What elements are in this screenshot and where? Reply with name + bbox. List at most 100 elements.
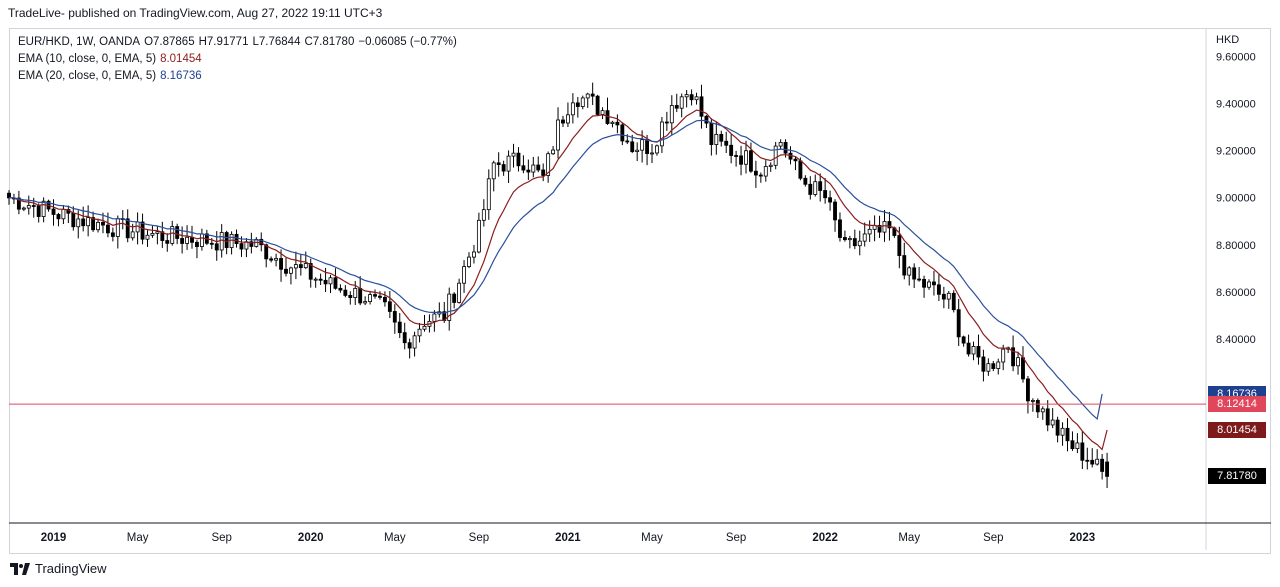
- candle: [936, 274, 941, 302]
- candle: [467, 252, 471, 269]
- candle: [1040, 406, 1045, 420]
- candle: [496, 152, 501, 177]
- candle: [402, 322, 407, 350]
- candle: [847, 235, 852, 249]
- candle: [36, 203, 41, 223]
- candle: [481, 199, 486, 227]
- candle: [719, 130, 724, 147]
- candle: [274, 253, 279, 267]
- candle: [1100, 454, 1105, 480]
- legend-ema20-label: EMA (20, close, 0, EMA, 5): [18, 70, 157, 82]
- candle: [689, 89, 694, 106]
- candle: [289, 266, 293, 285]
- candle: [476, 212, 481, 254]
- candle: [793, 156, 798, 171]
- candle: [387, 290, 392, 319]
- candle: [659, 116, 664, 153]
- ema10-line: [9, 109, 1108, 451]
- candle: [338, 284, 343, 293]
- candle: [763, 160, 768, 182]
- candle: [303, 251, 308, 270]
- candle: [457, 278, 462, 304]
- legend-symbol-row[interactable]: EUR/HKD, 1W, OANDA O7.87865 H7.91771 L7.768…: [18, 34, 461, 51]
- price-tick-label: 9.60000: [1216, 51, 1256, 63]
- indicator-lines: [9, 109, 1206, 451]
- candle: [219, 224, 224, 258]
- candle: [526, 159, 531, 180]
- candle: [734, 150, 739, 167]
- candle: [1045, 400, 1050, 432]
- candle: [531, 156, 536, 178]
- candle: [348, 291, 353, 305]
- candle: [1070, 431, 1075, 451]
- candle: [313, 277, 318, 288]
- candle: [1035, 398, 1040, 418]
- legend-ema10-label: EMA (10, close, 0, EMA, 5): [18, 53, 157, 65]
- candle: [996, 358, 1001, 375]
- candle: [214, 231, 219, 261]
- candle: [986, 358, 991, 376]
- candle: [838, 212, 842, 242]
- candle: [199, 228, 204, 251]
- tradingview-logo-icon: [10, 562, 30, 575]
- legend-ema20-row[interactable]: EMA (20, close, 0, EMA, 5) 8.16736: [18, 68, 461, 85]
- candle: [833, 199, 837, 232]
- candle: [1030, 398, 1035, 412]
- candle: [684, 89, 689, 108]
- candle: [204, 229, 209, 246]
- candle: [373, 289, 377, 299]
- candle: [620, 122, 625, 146]
- candle: [437, 302, 442, 318]
- candle: [842, 230, 847, 242]
- candle: [472, 244, 476, 264]
- candle: [749, 142, 753, 173]
- candle: [1011, 335, 1016, 372]
- hline-price-tag: 8.12414: [1208, 396, 1266, 413]
- time-tick-label: 2020: [298, 532, 324, 544]
- candle: [818, 173, 823, 202]
- candle: [244, 238, 249, 258]
- candle: [595, 94, 600, 116]
- time-tick-label: May: [384, 532, 406, 544]
- candle: [447, 287, 452, 331]
- candle: [758, 172, 763, 183]
- candle: [368, 291, 373, 305]
- candle: [541, 163, 546, 182]
- footer-brand[interactable]: TradingView: [10, 561, 107, 576]
- candle: [61, 204, 66, 225]
- candle: [259, 232, 264, 252]
- candle: [679, 93, 684, 118]
- price-tick-label: 8.80000: [1216, 240, 1256, 252]
- candle: [343, 285, 348, 298]
- candle: [951, 290, 956, 313]
- chart-legend: EUR/HKD, 1W, OANDA O7.87865 H7.91771 L7.768…: [18, 34, 461, 85]
- candle: [318, 273, 323, 286]
- candle: [1026, 376, 1030, 414]
- candle: [76, 210, 81, 239]
- legend-symbol: EUR/HKD, 1W, OANDA: [18, 36, 141, 48]
- candle: [511, 143, 516, 168]
- price-axis-unit: HKD: [1216, 34, 1240, 46]
- candle: [600, 107, 605, 120]
- candle: [917, 267, 922, 282]
- candle: [655, 144, 659, 156]
- candle: [823, 178, 828, 204]
- candle: [570, 93, 575, 124]
- candle: [1105, 452, 1110, 489]
- candle: [1055, 416, 1060, 443]
- time-tick-label: May: [641, 532, 663, 544]
- candle: [160, 221, 165, 248]
- candle: [101, 212, 105, 234]
- candle: [452, 292, 457, 309]
- legend-ema10-row[interactable]: EMA (10, close, 0, EMA, 5) 8.01454: [18, 51, 461, 68]
- candle: [26, 195, 31, 215]
- candle: [269, 256, 274, 263]
- time-tick-label: 2023: [1070, 532, 1096, 544]
- candle: [1065, 418, 1070, 452]
- candle: [714, 121, 719, 155]
- candle: [516, 147, 521, 172]
- candle: [956, 298, 961, 346]
- candle: [575, 97, 580, 118]
- price-tick-label: 9.00000: [1216, 193, 1256, 205]
